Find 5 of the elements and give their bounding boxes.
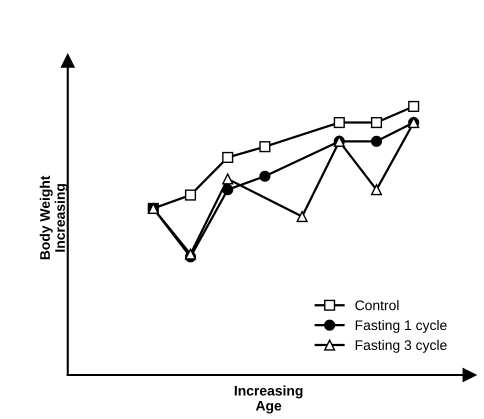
legend-label: Fasting 1 cycle bbox=[356, 320, 447, 333]
legend-label: Fasting 3 cycle bbox=[356, 340, 447, 353]
legend-label: Control bbox=[355, 300, 398, 310]
x-axis-title: Increasing Age bbox=[234, 385, 302, 414]
y-axis-title: Body Weight Increasing bbox=[40, 176, 68, 260]
